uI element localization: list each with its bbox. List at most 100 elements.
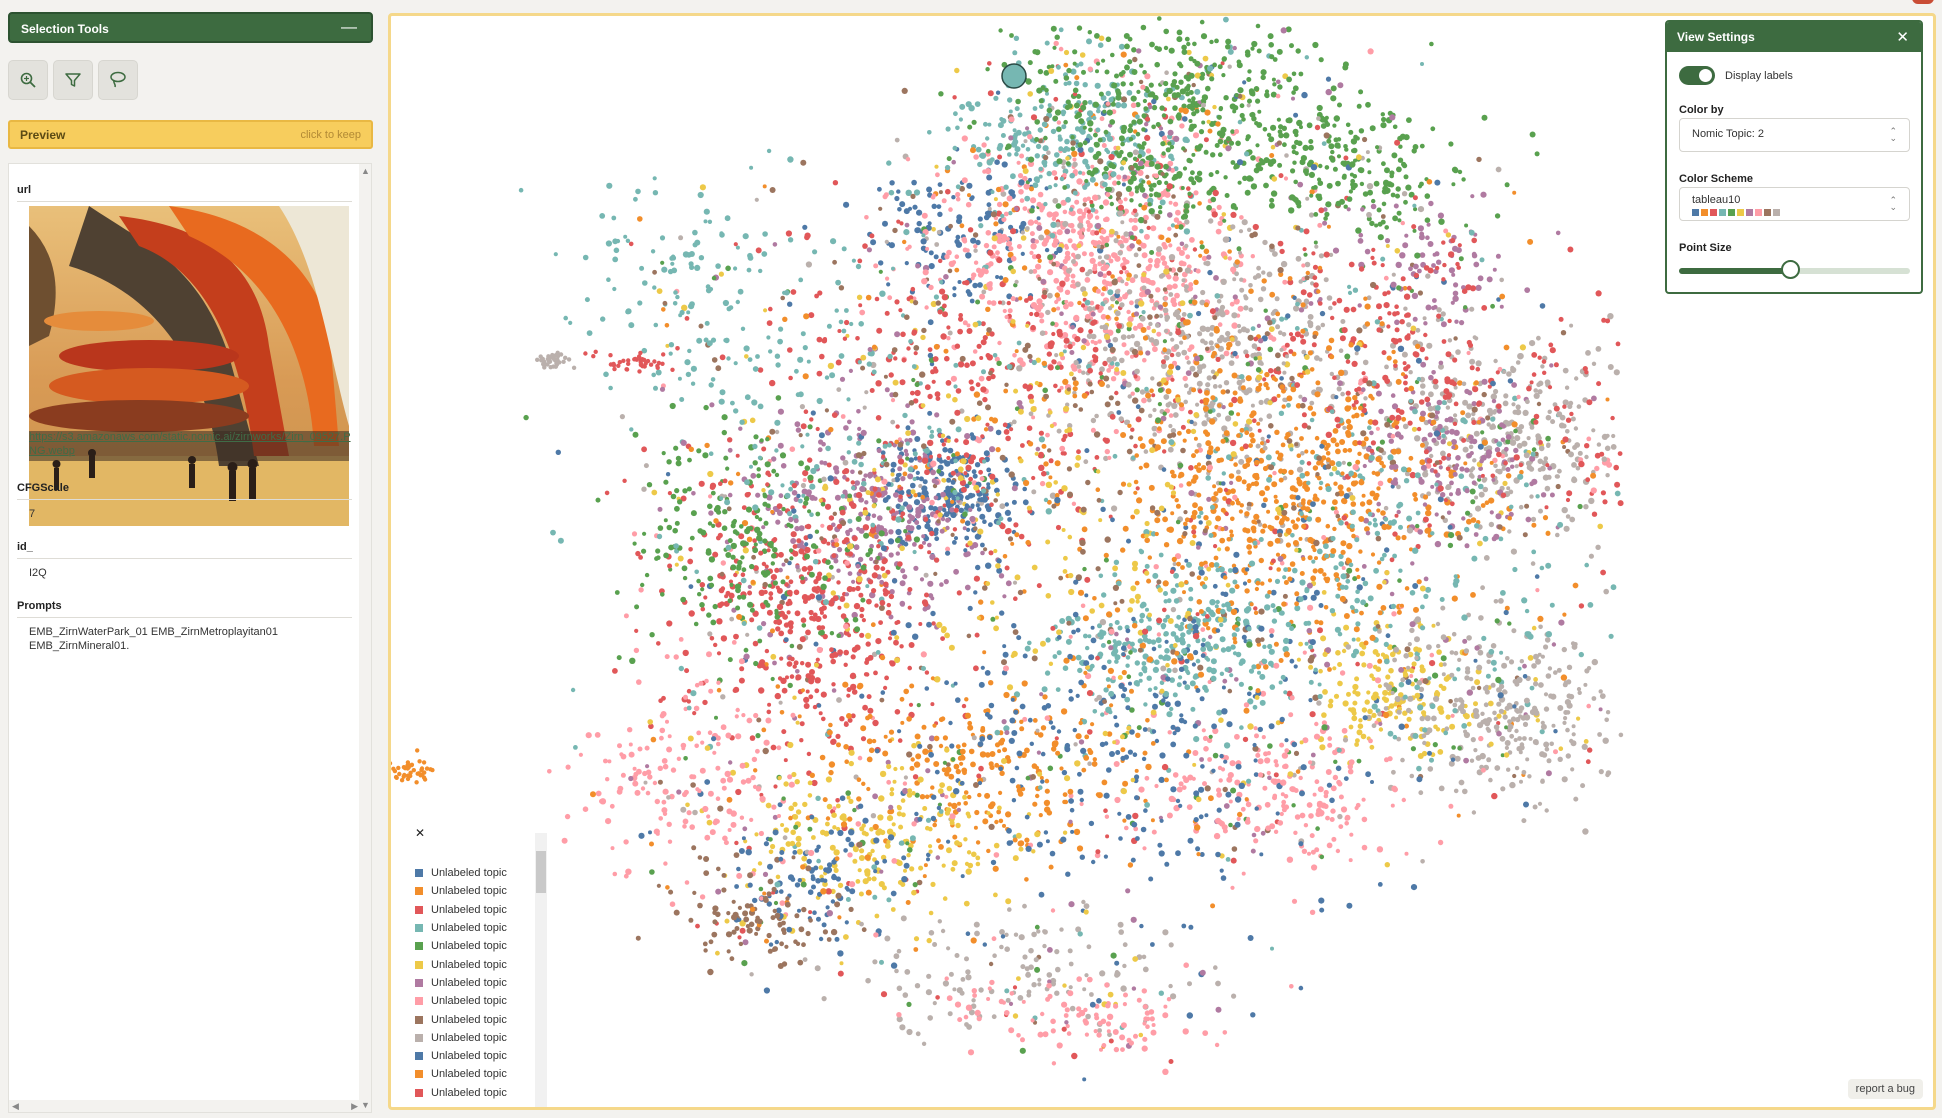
preview-image (29, 206, 349, 526)
url-link[interactable]: https://s3.amazonaws.com/static.nomic.ai… (29, 431, 351, 457)
legend-item[interactable]: Unlabeled topic (415, 864, 507, 882)
legend-label: Unlabeled topic (431, 976, 507, 989)
preview-horizontal-scrollbar[interactable]: ◀ ▶ (9, 1100, 361, 1112)
scatter-plot[interactable] (391, 16, 1933, 1107)
legend-label: Unlabeled topic (431, 903, 507, 916)
palette-swatch (1764, 209, 1771, 216)
divider (17, 499, 352, 500)
legend-label: Unlabeled topic (431, 1068, 507, 1081)
legend-item[interactable]: Unlabeled topic (415, 1047, 507, 1065)
color-by-value: Nomic Topic: 2 (1692, 128, 1764, 140)
legend-swatch (415, 1070, 423, 1079)
topic-legend: ✕ Unlabeled topic Unlabeled topic Unlabele… (399, 816, 547, 1107)
collapse-icon[interactable]: — (341, 19, 357, 36)
preview-bar[interactable]: Preview click to keep (8, 120, 373, 149)
legend-swatch (415, 1052, 423, 1061)
preview-title: Preview (20, 128, 66, 142)
legend-swatch (415, 887, 423, 896)
magnify-icon (20, 72, 36, 88)
color-scheme-swatches (1692, 209, 1782, 216)
point-size-label: Point Size (1679, 242, 1732, 254)
legend-label: Unlabeled topic (431, 1013, 507, 1026)
legend-swatch (415, 905, 423, 914)
palette-swatch (1728, 209, 1735, 216)
legend-item[interactable]: Unlabeled topic (415, 1010, 507, 1028)
legend-swatch (415, 1033, 423, 1042)
id-value: I2Q (29, 567, 47, 579)
preview-panel[interactable]: url (8, 163, 372, 1113)
legend-item[interactable]: Unlabeled topic (415, 992, 507, 1010)
preview-hint: click to keep (300, 129, 361, 141)
legend-item[interactable]: Unlabeled topic (415, 882, 507, 900)
legend-swatch (415, 869, 423, 878)
lasso-button[interactable] (98, 60, 138, 100)
prompts-label: Prompts (17, 600, 62, 612)
legend-swatch (415, 924, 423, 933)
close-icon[interactable]: ✕ (1896, 29, 1909, 46)
lasso-icon (110, 71, 126, 88)
scroll-down-icon[interactable]: ▼ (361, 1100, 370, 1110)
legend-swatch (415, 942, 423, 951)
report-bug-button[interactable]: report a bug (1847, 1079, 1923, 1099)
palette-swatch (1755, 209, 1762, 216)
filter-icon (65, 73, 81, 87)
legend-item[interactable]: Unlabeled topic (415, 1029, 507, 1047)
display-labels-label: Display labels (1725, 70, 1793, 82)
toggle-knob (1699, 69, 1712, 82)
legend-item[interactable]: Unlabeled topic (415, 1084, 507, 1102)
legend-swatch (415, 978, 423, 987)
legend-item[interactable]: Unlabeled topic (415, 1065, 507, 1083)
legend-label: Unlabeled topic (431, 922, 507, 935)
point-size-handle[interactable] (1780, 260, 1800, 279)
scroll-up-icon[interactable]: ▲ (361, 166, 370, 176)
palette-swatch (1719, 209, 1726, 216)
legend-list: Unlabeled topic Unlabeled topic Unlabeled … (415, 864, 507, 1102)
point-size-fill (1679, 268, 1790, 274)
legend-swatch (415, 1088, 423, 1097)
selected-point[interactable] (1001, 63, 1027, 89)
legend-close-icon[interactable]: ✕ (415, 826, 426, 840)
prompts-value: EMB_ZirnWaterPark_01 EMB_ZirnMetroplayit… (29, 626, 279, 652)
id-label: id_ (17, 541, 33, 553)
color-by-select[interactable]: Nomic Topic: 2 ⌃ ⌄ (1679, 118, 1910, 152)
divider (17, 201, 352, 202)
select-chevron-icon: ⌃ ⌄ (1889, 195, 1897, 212)
legend-item[interactable]: Unlabeled topic (415, 955, 507, 973)
legend-label: Unlabeled topic (431, 1050, 507, 1063)
selection-tools-title: Selection Tools (21, 22, 109, 36)
left-panel: Selection Tools — (8, 12, 373, 1113)
legend-item[interactable]: Unlabeled topic (415, 901, 507, 919)
color-by-label: Color by (1679, 104, 1724, 116)
legend-label: Unlabeled topic (431, 1031, 507, 1044)
legend-scroll-thumb[interactable] (536, 851, 546, 893)
legend-item[interactable]: Unlabeled topic (415, 919, 507, 937)
palette-swatch (1737, 209, 1744, 216)
cfgscale-value: 7 (29, 508, 36, 520)
cfgscale-label: CFGScale (17, 482, 69, 494)
legend-item[interactable]: Unlabeled topic (415, 937, 507, 955)
view-settings-header: View Settings ✕ (1667, 22, 1921, 52)
zoom-select-button[interactable] (8, 60, 48, 100)
palette-swatch (1746, 209, 1753, 216)
notification-indicator (1912, 0, 1934, 4)
color-scheme-select[interactable]: tableau10 ⌃ ⌄ (1679, 187, 1910, 221)
scroll-right-icon[interactable]: ▶ (351, 1101, 358, 1111)
legend-item[interactable]: Unlabeled topic (415, 974, 507, 992)
view-settings-title: View Settings (1677, 30, 1755, 44)
selection-tools-header[interactable]: Selection Tools — (8, 12, 373, 43)
scroll-left-icon[interactable]: ◀ (12, 1101, 19, 1111)
divider (17, 617, 352, 618)
legend-label: Unlabeled topic (431, 885, 507, 898)
palette-swatch (1692, 209, 1699, 216)
select-chevron-icon: ⌃ ⌄ (1889, 126, 1897, 143)
legend-label: Unlabeled topic (431, 867, 507, 880)
legend-swatch (415, 1015, 423, 1024)
display-labels-toggle[interactable] (1679, 66, 1715, 85)
legend-scrollbar[interactable] (535, 833, 547, 1107)
filter-button[interactable] (53, 60, 93, 100)
palette-swatch (1701, 209, 1708, 216)
preview-vertical-scrollbar[interactable]: ▲ ▼ (359, 164, 371, 1112)
legend-swatch (415, 960, 423, 969)
palette-swatch (1773, 209, 1780, 216)
